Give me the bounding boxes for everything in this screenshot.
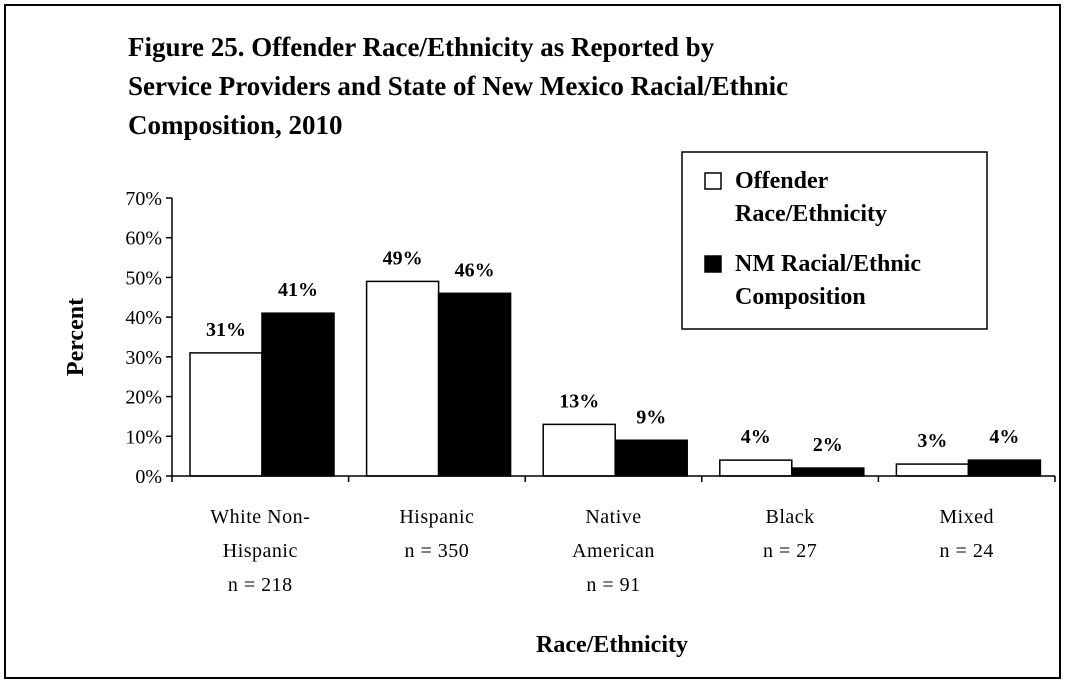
x-category-label: White Non- (210, 506, 310, 528)
data-label: 4% (741, 426, 771, 448)
y-axis-title: Percent (63, 298, 89, 376)
y-tick-label: 60% (125, 228, 162, 250)
data-label: 13% (559, 390, 599, 412)
chart-title: Figure 25. Offender Race/Ethnicity as Re… (128, 32, 788, 140)
chart-frame (4, 4, 1061, 679)
x-category-label: Native (585, 506, 641, 528)
legend-swatch (704, 255, 722, 273)
x-category-label: Mixed (939, 506, 994, 528)
y-tick-label: 0% (135, 466, 162, 488)
x-category-label: n = 218 (228, 574, 293, 596)
bar (189, 352, 263, 477)
bar (437, 292, 512, 477)
legend-label: Race/Ethnicity (735, 201, 887, 227)
y-tick-label: 10% (125, 426, 162, 448)
title-line: Figure 25. Offender Race/Ethnicity as Re… (128, 32, 715, 62)
bar (614, 439, 688, 477)
legend-label: Offender (735, 168, 829, 194)
data-label: 9% (636, 406, 666, 428)
data-label: 49% (383, 247, 423, 269)
x-category-label: Black (766, 506, 815, 528)
y-tick-label: 50% (125, 267, 162, 289)
title-line: Service Providers and State of New Mexic… (128, 71, 788, 101)
bars: 31% 41% 49% 46% 13% 9% 4% 2% 3% 4% (189, 247, 1042, 477)
legend-label: Composition (735, 284, 866, 310)
x-category-label: n = 27 (763, 540, 817, 562)
bar (895, 463, 970, 477)
bar (967, 459, 1042, 477)
legend-box (681, 151, 988, 330)
x-category-label: n = 91 (586, 574, 640, 596)
x-category-label: Hispanic (223, 540, 298, 562)
data-label: 4% (989, 426, 1019, 448)
legend-swatch (704, 172, 722, 190)
y-tick-label: 30% (125, 347, 162, 369)
bar (365, 280, 440, 477)
legend-label: NM Racial/Ethnic (735, 251, 921, 277)
y-axis: 0% 10% 20% 30% 40% 50% 60% 70% Percent (63, 188, 173, 488)
title-line: Composition, 2010 (128, 110, 343, 140)
y-tick-label: 20% (125, 387, 162, 409)
x-category-label: n = 350 (405, 540, 470, 562)
data-label: 2% (813, 434, 843, 456)
data-label: 46% (455, 259, 495, 281)
x-axis: White Non- Hispanic n = 218 Hispanic n = 350… (171, 475, 1056, 658)
y-tick-label: 70% (125, 188, 162, 210)
bar (261, 312, 335, 477)
y-tick-label: 40% (125, 307, 162, 329)
x-category-label: Hispanic (399, 506, 474, 528)
x-category-label: n = 24 (940, 540, 994, 562)
x-category-label: American (572, 540, 655, 562)
data-label: 3% (917, 430, 947, 452)
bar (791, 467, 865, 477)
legend: Offender Race/Ethnicity NM Racial/Ethnic Co… (681, 151, 988, 330)
bar (542, 423, 616, 477)
data-label: 31% (206, 319, 246, 341)
data-label: 41% (278, 279, 318, 301)
bar (719, 459, 793, 477)
x-axis-title: Race/Ethnicity (536, 632, 688, 658)
